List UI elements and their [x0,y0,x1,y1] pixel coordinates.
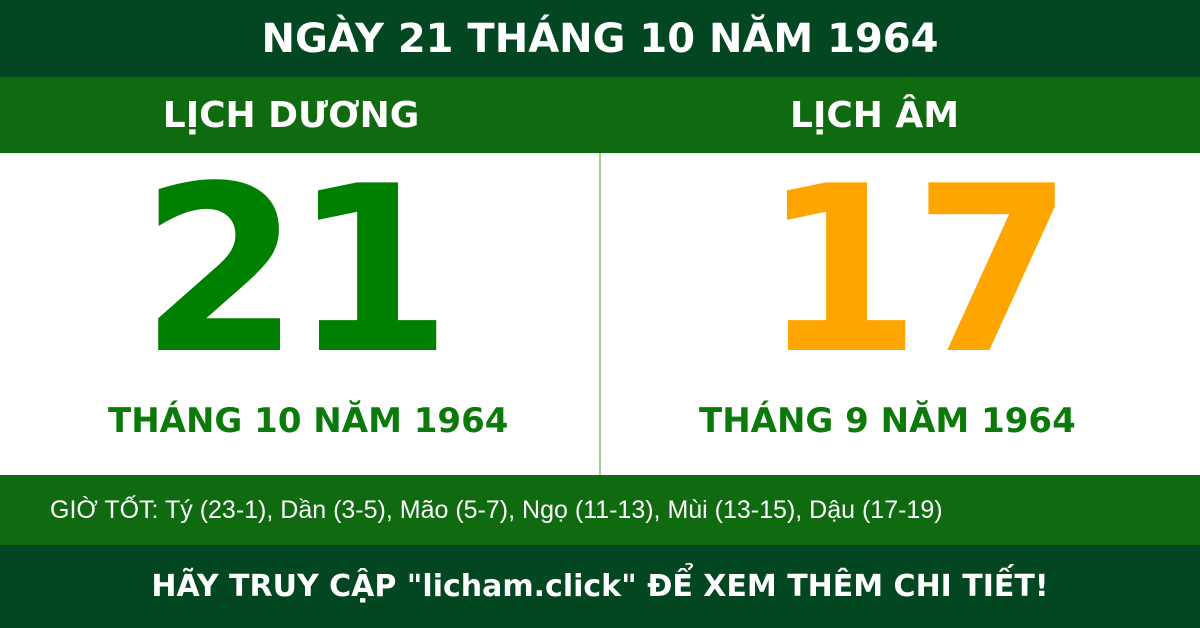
good-hours-text: GIỜ TỐT: Tý (23-1), Dần (3-5), Mão (5-7)… [50,495,943,524]
lunar-month-year: THÁNG 9 NĂM 1964 [699,401,1076,441]
title-text: NGÀY 21 THÁNG 10 NĂM 1964 [261,15,939,62]
good-hours-bar: GIỜ TỐT: Tý (23-1), Dần (3-5), Mão (5-7)… [0,475,1200,545]
solar-day: 21 [140,153,452,405]
solar-heading: LỊCH DƯƠNG [162,94,420,136]
column-divider [599,153,601,475]
calendar-headings: LỊCH DƯƠNG LỊCH ÂM [0,77,1200,153]
solar-column: 21 THÁNG 10 NĂM 1964 [0,153,600,475]
lunar-day: 17 [761,153,1073,405]
footer-text: HÃY TRUY CẬP "licham.click" ĐỂ XEM THÊM … [151,569,1049,604]
solar-month-year: THÁNG 10 NĂM 1964 [108,401,509,441]
footer-banner: HÃY TRUY CẬP "licham.click" ĐỂ XEM THÊM … [0,545,1200,628]
page-title: NGÀY 21 THÁNG 10 NĂM 1964 [0,0,1200,77]
lunar-column: 17 THÁNG 9 NĂM 1964 [601,153,1200,475]
calendar-body: 21 THÁNG 10 NĂM 1964 17 THÁNG 9 NĂM 1964 [0,153,1200,475]
lunar-heading: LỊCH ÂM [790,94,960,136]
